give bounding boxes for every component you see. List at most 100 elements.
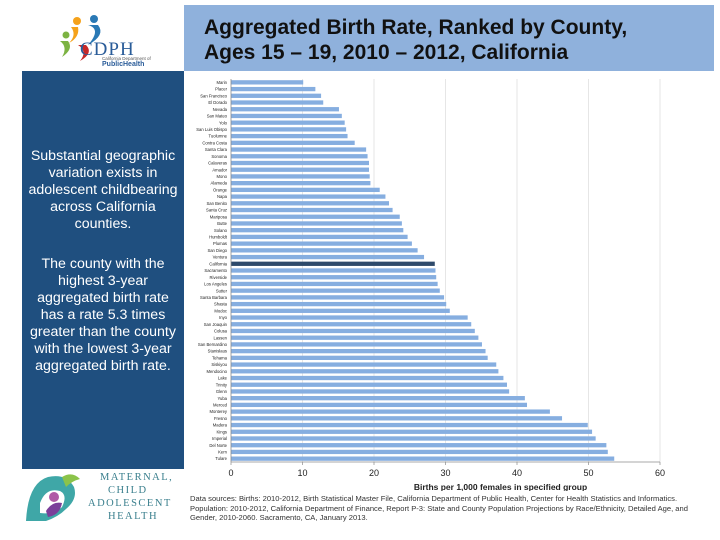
bar-tehama xyxy=(231,355,488,361)
bar-mendocino xyxy=(231,369,499,374)
bar-lake xyxy=(231,375,504,381)
category-label: San Benito xyxy=(207,201,228,206)
x-axis-label: Births per 1,000 females in specified gr… xyxy=(414,482,587,491)
category-label: Siskiyou xyxy=(211,362,227,367)
bar-modoc xyxy=(231,308,450,313)
category-label: Santa Clara xyxy=(205,147,228,152)
category-label: Butte xyxy=(217,221,227,226)
data-source-note: Data sources: Births: 2010-2012, Birth S… xyxy=(190,494,688,523)
category-label: Del Norte xyxy=(209,443,227,448)
bar-humboldt xyxy=(231,234,408,240)
bar-santa-clara xyxy=(231,147,367,152)
title-bar: Aggregated Birth Rate, Ranked by County,… xyxy=(184,5,714,71)
bar-san-benito xyxy=(231,201,390,206)
category-label: El Dorado xyxy=(208,100,227,105)
bar-merced xyxy=(231,402,528,408)
category-label: Plumas xyxy=(213,241,227,246)
bar-san-joaquin xyxy=(231,322,472,327)
bar-nevada xyxy=(231,107,339,112)
sidebar: Substantial geographic variation exists … xyxy=(22,71,184,469)
bar-calaveras xyxy=(231,160,369,166)
bar-shasta xyxy=(231,301,447,307)
category-label: Tulare xyxy=(215,456,227,461)
category-label: Colusa xyxy=(214,329,228,334)
category-label: Alameda xyxy=(210,181,227,186)
bar-marin xyxy=(231,80,304,85)
category-label: San Diego xyxy=(207,248,227,253)
bar-mono xyxy=(231,174,370,179)
bar-inyo xyxy=(231,315,468,320)
category-label: Humboldt xyxy=(209,235,228,240)
category-label: Mono xyxy=(217,174,228,179)
bar-madera xyxy=(231,422,588,428)
category-label: Tuolumne xyxy=(209,134,228,139)
bar-orange xyxy=(231,187,380,193)
bar-tulare xyxy=(231,456,615,461)
category-label: San Francisco xyxy=(200,93,227,98)
category-label: San Luis Obispo xyxy=(196,127,227,132)
x-tick-label: 60 xyxy=(655,468,665,478)
category-label: Madera xyxy=(213,423,228,428)
category-label: San Joaquin xyxy=(204,322,228,327)
bar-riverside xyxy=(231,275,437,280)
bar-santa-barbara xyxy=(231,295,445,300)
page-title-line1: Aggregated Birth Rate, Ranked by County, xyxy=(204,16,628,39)
bar-napa xyxy=(231,194,386,199)
bar-imperial xyxy=(231,436,596,441)
category-label: Stanislaus xyxy=(208,349,227,354)
bar-santa-cruz xyxy=(231,207,393,213)
bar-tuolumne xyxy=(231,133,348,139)
bar-lassen xyxy=(231,335,479,340)
x-tick-label: 20 xyxy=(369,468,379,478)
category-label: Yolo xyxy=(219,120,228,125)
category-label: Shasta xyxy=(214,302,228,307)
x-tick-label: 0 xyxy=(228,468,233,478)
category-label: Santa Barbara xyxy=(200,295,228,300)
bar-yolo xyxy=(231,120,345,125)
mch-line-1: MATERNAL, xyxy=(100,472,174,483)
bar-butte xyxy=(231,221,402,226)
chart-bars xyxy=(231,80,615,461)
bar-siskiyou xyxy=(231,362,497,367)
category-label: Riverside xyxy=(210,275,228,280)
chart-tick-labels: 0 10 20 30 40 50 60 xyxy=(228,468,665,478)
category-label: Lake xyxy=(218,376,228,381)
category-label: Modoc xyxy=(214,308,227,313)
bar-trinity xyxy=(231,382,507,387)
bar-contra-costa xyxy=(231,140,355,145)
bar-glenn xyxy=(231,389,510,394)
category-label: Tehama xyxy=(212,355,228,360)
category-label: San Bernardino xyxy=(198,342,228,347)
bar-monterey xyxy=(231,409,550,414)
category-label: Sutter xyxy=(216,288,228,293)
category-label: Inyo xyxy=(219,315,228,320)
category-label: Trinity xyxy=(216,382,228,387)
cdph-logo-subtitle: California Department of xyxy=(102,56,151,61)
category-label: Monterey xyxy=(210,409,228,414)
category-label: Fresno xyxy=(214,416,228,421)
category-label: Napa xyxy=(217,194,228,199)
category-label: Sacramento xyxy=(204,268,227,273)
bar-solano xyxy=(231,228,404,233)
bar-san-francisco xyxy=(231,93,322,98)
category-label: Amador xyxy=(212,167,227,172)
bar-mariposa xyxy=(231,214,400,219)
bar-el-dorado xyxy=(231,100,324,105)
category-label: Kern xyxy=(218,450,228,455)
bar-placer xyxy=(231,86,316,92)
cdph-figures-icon xyxy=(60,15,101,61)
category-label: Yuba xyxy=(217,396,227,401)
mch-line-3: ADOLESCENT xyxy=(88,498,172,509)
bar-san-mateo xyxy=(231,113,342,119)
bar-kern xyxy=(231,449,608,455)
bar-del-norte xyxy=(231,443,607,448)
mother-child-icon xyxy=(26,474,80,521)
bar-stanislaus xyxy=(231,348,486,354)
category-label: Mariposa xyxy=(210,214,228,219)
bar-fresno xyxy=(231,416,563,421)
x-tick-label: 50 xyxy=(583,468,593,478)
category-label: Marin xyxy=(217,80,228,85)
bar-san-diego xyxy=(231,248,418,253)
category-label: Lassen xyxy=(213,335,227,340)
